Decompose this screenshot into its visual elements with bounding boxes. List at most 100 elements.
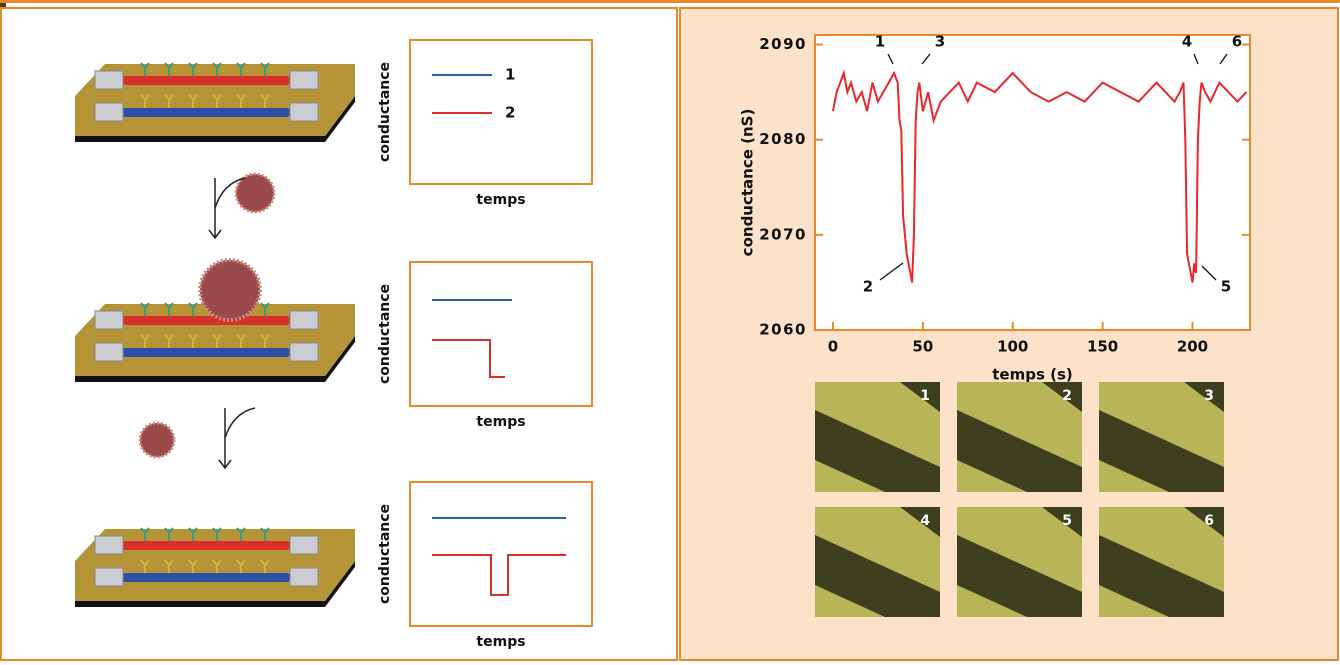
y-tick-label: 2060 [759,321,807,339]
receptor [212,527,222,541]
chip-base-edge [75,561,355,607]
receptor [188,94,198,108]
receptor [212,334,222,348]
legend-label: 2 [505,104,515,122]
receptor [140,302,150,316]
nanowire [120,573,290,582]
receptor [164,334,174,348]
annotation: 3 [935,33,945,51]
photo-stripe [900,382,940,412]
photo-stripe [815,535,940,617]
receptor [212,559,222,573]
receptor [260,334,270,348]
photo-stripe [1042,507,1082,537]
photo-stripe [1184,382,1224,412]
trace-2 [432,339,505,378]
receptor [140,334,150,348]
photo-label: 6 [1204,513,1214,529]
receptor [260,94,270,108]
photo-stripe [1099,535,1224,617]
x-tick-label: 200 [1177,338,1208,356]
receptor [164,302,174,316]
annotation: 1 [875,33,885,51]
nanowire [120,348,290,357]
receptor [260,559,270,573]
line-chart: 2060 2070 2080 2090 0 50 100 150 200 temps (s) con… [739,33,1251,384]
virus [138,421,176,459]
contact-pad [289,102,319,122]
virus [234,172,276,214]
receptor [260,302,270,316]
y-axis-label: conductance [377,62,393,162]
contact-pad [94,535,124,555]
x-tick-label: 150 [1087,338,1118,356]
y-axis-label: conductance [377,284,393,384]
receptor [236,334,246,348]
contact-pad [289,535,319,555]
receptor [140,62,150,76]
x-axis-label: temps (s) [992,366,1073,384]
receptor [260,527,270,541]
photo-stripe [900,507,940,537]
contact-pad [289,342,319,362]
contact-pad [289,567,319,587]
y-tick-label: 2080 [759,130,807,148]
top-bar [0,0,1340,3]
contact-pad [94,310,124,330]
photo-stripe [815,410,940,492]
annotation-pointer [879,262,904,281]
y-tick-label: 2070 [759,225,807,243]
x-axis-label: temps [476,192,525,208]
receptor [188,559,198,573]
receptor [188,62,198,76]
schematic-frame [409,481,593,627]
nanowire [120,541,290,550]
contact-pad [289,310,319,330]
receptor [236,527,246,541]
x-tick-label: 0 [828,338,838,356]
x-tick-label: 50 [912,338,933,356]
receptor [140,94,150,108]
photo-label: 1 [920,388,930,404]
receptor [236,559,246,573]
receptor [212,94,222,108]
annotation: 6 [1232,33,1242,51]
y-axis-label: conductance (nS) [739,109,757,257]
nanowire [120,76,290,85]
receptor [188,302,198,316]
series-line [832,69,1248,283]
photo-stripe [957,535,1082,617]
arrow [208,177,246,240]
y-tick-label: 2090 [759,35,807,53]
x-axis-label: temps [476,414,525,430]
photo-label: 4 [920,513,930,529]
chip-diagrams [75,62,355,607]
x-axis-label: temps [476,634,525,650]
receptor [164,62,174,76]
contact-pad [289,70,319,90]
contact-pad [94,342,124,362]
photo-label: 3 [1204,388,1214,404]
annotation-pointer [921,53,931,65]
photo-stripe [957,410,1082,492]
receptor [188,527,198,541]
annotation: 5 [1221,278,1231,296]
plot-area [814,34,1251,331]
annotation: 4 [1182,33,1192,51]
receptor [140,559,150,573]
schematic-frame [409,39,593,185]
contact-pad [94,70,124,90]
contact-pad [94,567,124,587]
schematic-frame [409,261,593,407]
annotation: 2 [863,278,873,296]
receptor [236,62,246,76]
receptor [188,334,198,348]
receptor [140,527,150,541]
annotation-pointer [1201,265,1217,281]
schematic-charts: conductance temps 1 2 conductance temps conduc… [377,39,593,650]
chip-base-edge [75,96,355,142]
arrow [218,407,256,470]
photo-grid: 1 2 3 4 5 6 [815,382,1224,617]
legend-label: 1 [505,66,515,84]
